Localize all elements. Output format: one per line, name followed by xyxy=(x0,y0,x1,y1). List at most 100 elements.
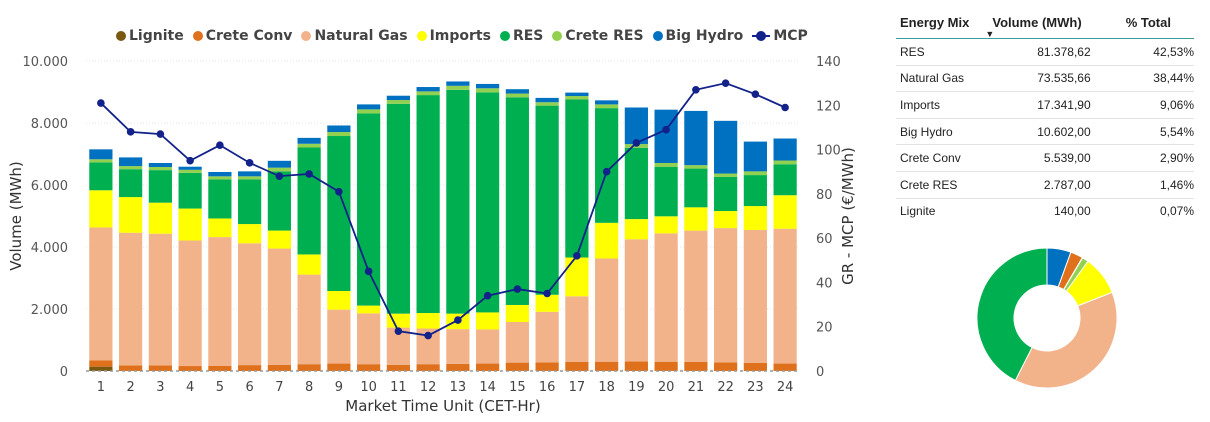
row-name: Natural Gas xyxy=(900,71,965,86)
bar-segment xyxy=(446,85,470,90)
bar-segment xyxy=(654,361,678,371)
legend-item-crete-res[interactable]: Crete RES xyxy=(552,28,644,44)
donut-slice xyxy=(976,247,1048,382)
x-tick-label: 10 xyxy=(360,380,377,395)
bar-segment xyxy=(148,202,172,234)
x-tick-label: 11 xyxy=(390,380,407,395)
bar-segment xyxy=(416,91,440,96)
x-tick-label: 4 xyxy=(186,380,194,395)
bar-segment xyxy=(267,230,291,249)
bar-segment xyxy=(684,207,708,231)
legend-label: Big Hydro xyxy=(665,28,744,44)
table-row[interactable]: RES 81.378,62 42,53% xyxy=(896,39,1194,66)
sort-desc-icon[interactable]: ▼ xyxy=(985,28,995,39)
x-tick-label: 22 xyxy=(717,380,734,395)
header-energy-mix[interactable]: Energy Mix xyxy=(900,14,970,30)
y2-tick-label: 60 xyxy=(816,232,833,247)
legend-item-imports[interactable]: Imports xyxy=(416,28,491,44)
bar-segment xyxy=(684,110,708,166)
bar-segment xyxy=(505,304,529,323)
bar-segment xyxy=(743,229,767,363)
bar-segment xyxy=(267,364,291,371)
mcp-point xyxy=(721,79,730,87)
legend-item-lignite[interactable]: Lignite xyxy=(116,28,184,44)
x-tick-label: 8 xyxy=(305,380,313,395)
mcp-point xyxy=(186,156,194,165)
legend-label: Natural Gas xyxy=(314,28,408,44)
y2-tick-label: 40 xyxy=(816,276,833,291)
legend-item-res[interactable]: RES xyxy=(499,28,543,44)
bar-segment xyxy=(178,366,202,371)
bar-segment xyxy=(624,239,648,362)
row-name: Crete RES xyxy=(900,177,958,192)
bar-segment xyxy=(684,362,708,371)
table-row[interactable]: Natural Gas 73.535,66 38,44% xyxy=(896,66,1194,93)
bar-segment xyxy=(446,81,470,86)
row-pct: 2,90% xyxy=(1159,151,1194,166)
bar-segment xyxy=(119,169,143,198)
table-row[interactable]: Lignite 140,00 0,07% xyxy=(896,199,1194,225)
row-volume: 81.378,62 xyxy=(1037,44,1091,59)
bar-segment xyxy=(743,171,767,176)
legend-label: MCP xyxy=(773,28,808,44)
bar-segment xyxy=(119,166,143,170)
row-name: Big Hydro xyxy=(900,124,953,139)
table-row[interactable]: Big Hydro 10.602,00 5,54% xyxy=(896,119,1194,146)
bar-segment xyxy=(416,95,440,314)
x-tick-label: 14 xyxy=(479,380,496,395)
bar-segment xyxy=(773,363,797,371)
x-tick-label: 2 xyxy=(126,380,134,395)
bar-segment xyxy=(208,179,232,219)
legend-item-big-hydro[interactable]: Big Hydro xyxy=(652,28,744,44)
bar-segment xyxy=(743,206,767,230)
legend-item-mcp[interactable]: MCP xyxy=(752,28,808,44)
table-row[interactable]: Imports 17.341,90 9,06% xyxy=(896,92,1194,119)
row-volume: 5.539,00 xyxy=(1043,151,1091,166)
mcp-point xyxy=(692,85,700,94)
bar-segment xyxy=(148,167,172,171)
legend-item-crete-conv[interactable]: Crete Conv xyxy=(192,28,292,44)
table-row[interactable]: Crete RES 2.787,00 1,46% xyxy=(896,172,1194,199)
y-axis-title: Volume (MWh) xyxy=(7,161,25,271)
bar-segment xyxy=(238,171,262,177)
bar-segment xyxy=(119,232,143,366)
legend-swatch xyxy=(752,31,771,41)
header-volume[interactable]: ▼ Volume (MWh) xyxy=(983,15,1102,39)
bar-segment xyxy=(148,170,172,203)
bar-segment xyxy=(327,131,351,137)
mcp-point xyxy=(275,172,284,180)
bar-segment xyxy=(386,313,410,328)
bar-segment xyxy=(535,105,559,295)
x-tick-label: 3 xyxy=(156,380,164,395)
y-tick-label: 6.000 xyxy=(31,179,68,194)
y2-tick-label: 20 xyxy=(816,321,833,336)
bar-segment xyxy=(357,364,381,371)
row-pct: 0,07% xyxy=(1159,204,1194,219)
row-volume: 73.535,66 xyxy=(1037,71,1091,86)
bar-segment xyxy=(505,322,529,363)
legend-swatch xyxy=(301,31,312,41)
bar-segment xyxy=(416,364,440,371)
bar-segment xyxy=(654,216,678,234)
mcp-point xyxy=(245,159,254,167)
bar-segment xyxy=(535,102,559,106)
legend-item-natural-gas[interactable]: Natural Gas xyxy=(301,28,408,44)
bar-segment xyxy=(178,169,202,173)
bar-segment xyxy=(267,248,291,365)
bar-segment xyxy=(119,365,143,371)
x-axis-title: Market Time Unit (CET-Hr) xyxy=(345,397,540,415)
legend-swatch xyxy=(192,31,203,41)
y-tick-label: 10.000 xyxy=(23,55,69,70)
row-pct: 5,54% xyxy=(1159,124,1194,139)
bar-segment xyxy=(595,108,619,223)
bar-segment xyxy=(714,362,738,371)
table-row[interactable]: Crete Conv 5.539,00 2,90% xyxy=(896,145,1194,172)
bar-segment xyxy=(297,147,321,255)
x-tick-label: 18 xyxy=(598,380,615,395)
header-pct-total[interactable]: % Total xyxy=(1125,14,1171,30)
row-volume: 2.787,00 xyxy=(1043,177,1091,192)
bar-segment xyxy=(505,97,529,305)
y-tick-label: 2.000 xyxy=(31,303,68,318)
bar-segment xyxy=(624,361,648,371)
bar-segment xyxy=(178,240,202,367)
